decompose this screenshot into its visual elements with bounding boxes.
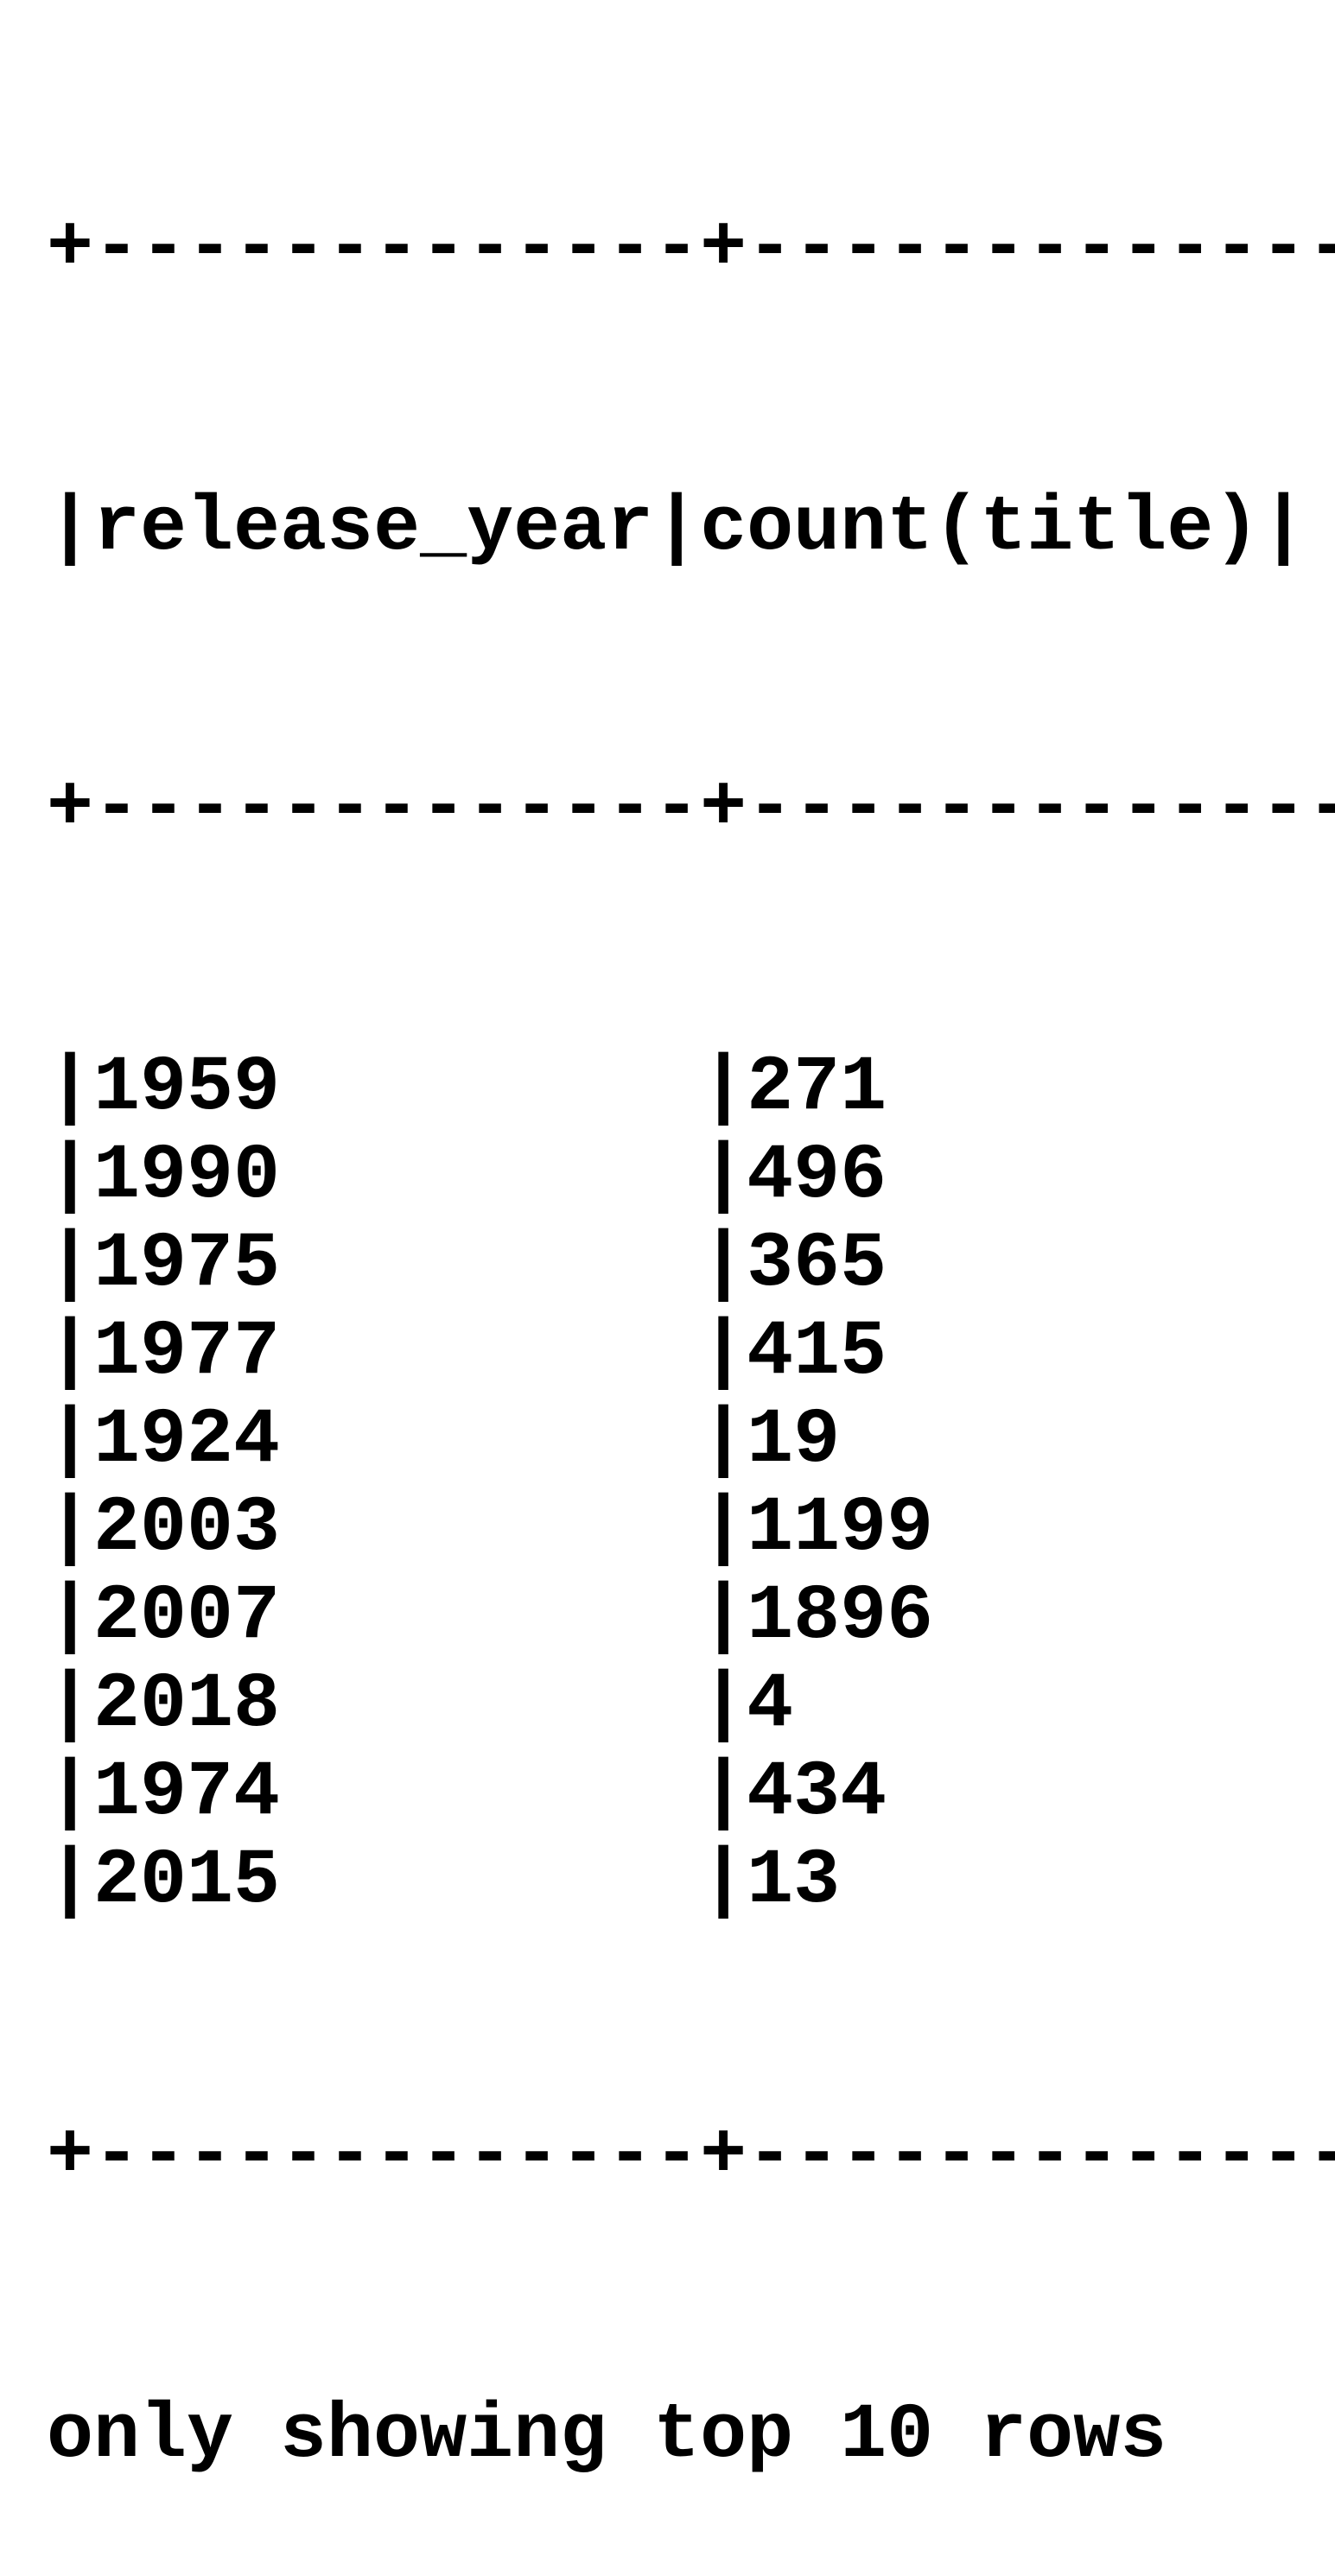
cell-count-title: 496 bbox=[747, 1133, 1335, 1221]
cell-count-title: 1896 bbox=[747, 1573, 1335, 1661]
cell-release-year: 1974 bbox=[93, 1749, 701, 1837]
cell-count-title: 365 bbox=[747, 1221, 1335, 1309]
cell-release-year: 1924 bbox=[93, 1397, 701, 1485]
cell-release-year: 1977 bbox=[93, 1309, 701, 1397]
cell-count-title: 19 bbox=[747, 1397, 1335, 1485]
cell-release-year: 2003 bbox=[93, 1485, 701, 1573]
table-body: |1959 |271 ||1990 |496 ||1975 |365 ||197… bbox=[47, 1042, 1335, 1926]
table-header-row: |release_year|count(title)| bbox=[47, 485, 1307, 573]
cell-release-year: 2007 bbox=[93, 1573, 701, 1661]
table-border-header: +-------------+-------------+ bbox=[47, 765, 1335, 853]
table-border-bottom: +-------------+-------------+ bbox=[47, 2112, 1335, 2200]
cell-count-title: 13 bbox=[747, 1837, 1335, 1926]
table-border-top: +-------------+-------------+ bbox=[47, 205, 1335, 293]
cell-release-year: 2018 bbox=[93, 1661, 701, 1749]
column-header-release-year: release_year bbox=[93, 485, 654, 573]
table-row: |1977 |415 | bbox=[47, 1306, 1335, 1397]
column-header-count-title: count(title) bbox=[700, 485, 1261, 573]
cell-count-title: 434 bbox=[747, 1749, 1335, 1837]
table-row: |2003 |1199 | bbox=[47, 1482, 1335, 1573]
footer-note: only showing top 10 rows bbox=[47, 2392, 1167, 2480]
cell-release-year: 1975 bbox=[93, 1221, 701, 1309]
cell-count-title: 4 bbox=[747, 1661, 1335, 1749]
cell-count-title: 1199 bbox=[747, 1485, 1335, 1573]
cell-release-year: 1990 bbox=[93, 1133, 701, 1221]
cell-release-year: 2015 bbox=[93, 1837, 701, 1926]
table-row: |2007 |1896 | bbox=[47, 1570, 1335, 1661]
table-row: |1959 |271 | bbox=[47, 1042, 1335, 1133]
cell-release-year: 1959 bbox=[93, 1044, 701, 1133]
table-row: |1975 |365 | bbox=[47, 1218, 1335, 1309]
table-row: |1974 |434 | bbox=[47, 1747, 1335, 1837]
table-row: |2018 |4 | bbox=[47, 1659, 1335, 1749]
table-row: |2015 |13 | bbox=[47, 1835, 1335, 1926]
cell-count-title: 415 bbox=[747, 1309, 1335, 1397]
table-row: |1924 |19 | bbox=[47, 1394, 1335, 1485]
console-output: +-------------+-------------+ |release_y… bbox=[47, 16, 1335, 2576]
table-row: |1990 |496 | bbox=[47, 1130, 1335, 1221]
cell-count-title: 271 bbox=[747, 1044, 1335, 1133]
